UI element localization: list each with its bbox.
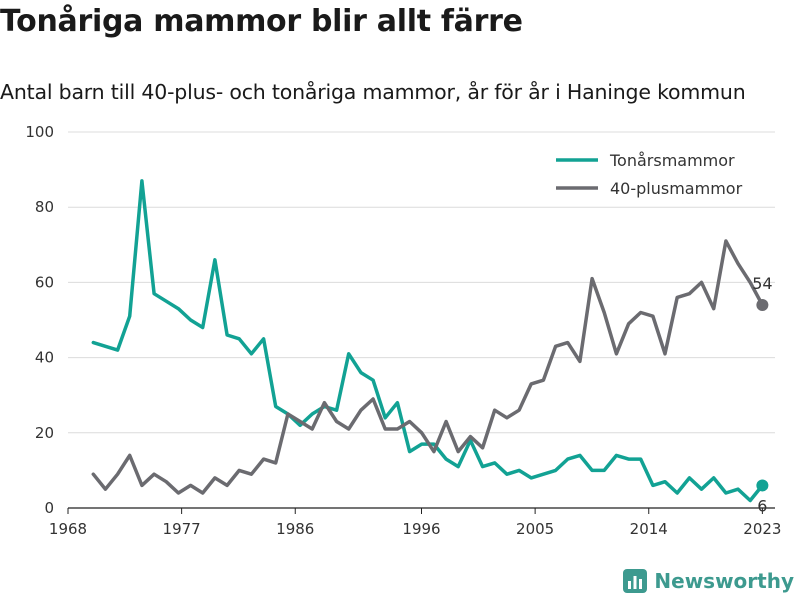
y-tick-label: 80 (35, 198, 54, 216)
y-tick-label: 40 (35, 349, 54, 367)
bar-chart-icon (623, 569, 648, 593)
legend-label: 40-plusmammor (610, 179, 743, 198)
legend-label: Tonårsmammor (609, 151, 735, 170)
x-tick-label: 1996 (402, 520, 440, 538)
end-value-label: 54 (752, 274, 772, 293)
series-lines: 6 54 (91, 179, 773, 515)
series-line-fortyplusmammor (91, 239, 765, 495)
y-tick-label: 60 (35, 273, 54, 291)
y-tick-label: 20 (35, 424, 54, 442)
x-tick-label: 2023 (743, 520, 781, 538)
grid-lines (68, 131, 775, 434)
brand-logo: Newsworthy (622, 568, 794, 594)
end-value-label: 6 (757, 496, 767, 515)
series-end-point (756, 479, 769, 492)
y-tick-label: 0 (44, 499, 54, 517)
line-chart: 0 20 40 60 80 100 1968 1977 1986 1996 2005 2014 2023… (25, 123, 781, 538)
x-tick-label: 2014 (630, 520, 668, 538)
x-tick-label: 2005 (516, 520, 554, 538)
chart-title: Tonåriga mammor blir allt färre (0, 4, 523, 39)
x-tick-label: 1977 (163, 520, 201, 538)
series-end-point (756, 298, 769, 311)
x-tick-label: 1968 (49, 520, 87, 538)
axes: 0 20 40 60 80 100 1968 1977 1986 1996 2005 2014 2023 (25, 123, 781, 538)
y-tick-label: 100 (25, 123, 54, 141)
legend: Tonårsmammor 40-plusmammor (556, 151, 743, 198)
chart-subtitle: Antal barn till 40-plus- och tonåriga ma… (0, 80, 746, 104)
x-tick-label: 1986 (276, 520, 314, 538)
brand-name: Newsworthy (654, 569, 794, 593)
